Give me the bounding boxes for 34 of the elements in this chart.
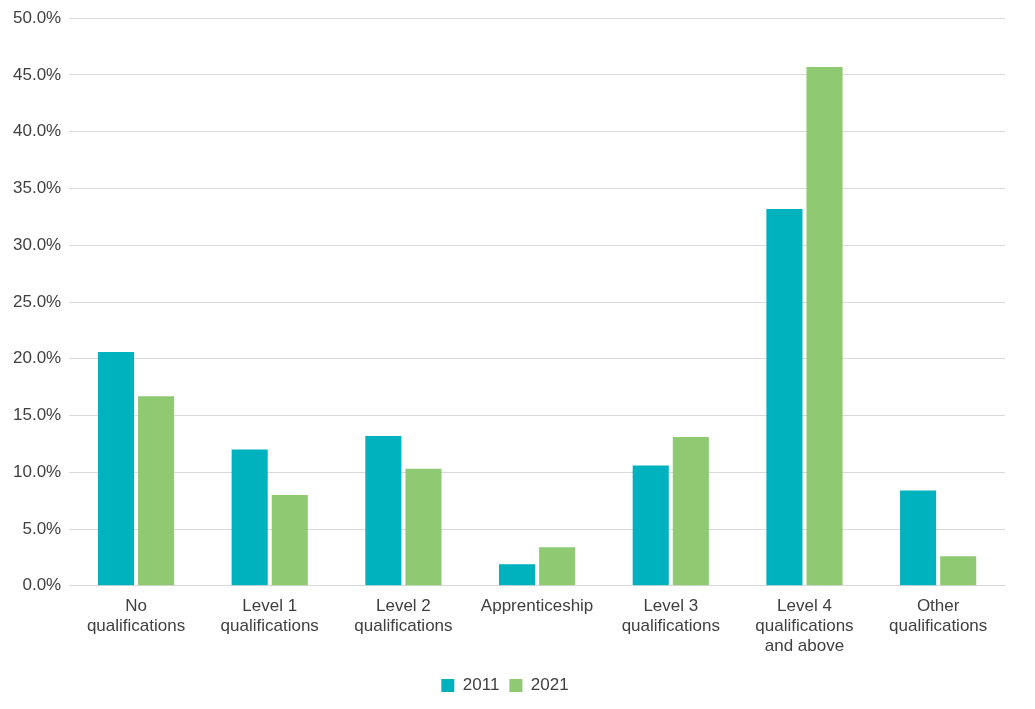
bar [499, 564, 536, 586]
x-tick-label: Apprenticeship [480, 595, 594, 615]
x-tick-label: No qualifications [86, 595, 186, 636]
y-tick-label: 0.0% [22, 575, 62, 595]
y-tick-label: 10.0% [13, 461, 62, 481]
x-tick-label: Level 4 qualifications and above [755, 595, 854, 656]
bar [806, 67, 843, 586]
x-tick-label: Level 3 qualifications [621, 595, 720, 636]
bar [97, 351, 135, 586]
bar [940, 556, 977, 586]
y-tick-label: 15.0% [13, 405, 62, 425]
bar [138, 396, 175, 586]
bar [900, 490, 937, 586]
y-tick-label: 45.0% [13, 64, 62, 84]
x-tick-label: Level 2 qualifications [354, 595, 453, 636]
bar [231, 449, 268, 586]
y-tick-label: 40.0% [13, 121, 62, 141]
bar [632, 465, 669, 586]
y-tick-label: 50.0% [13, 7, 62, 27]
bar [365, 435, 402, 586]
legend-label: 2021 [530, 675, 569, 695]
bar [672, 437, 709, 586]
y-tick-label: 25.0% [13, 291, 62, 311]
y-tick-label: 5.0% [22, 518, 62, 538]
y-tick-label: 30.0% [13, 234, 62, 254]
y-tick-label: 20.0% [13, 348, 62, 368]
bar [405, 468, 442, 586]
legend-label: 2011 [462, 675, 500, 695]
bar [539, 547, 576, 586]
x-tick-label: Other qualifications [889, 595, 988, 636]
bar [271, 494, 308, 586]
bar [766, 208, 803, 586]
x-tick-label: Level 1 qualifications [220, 595, 319, 636]
y-tick-label: 35.0% [13, 178, 62, 198]
